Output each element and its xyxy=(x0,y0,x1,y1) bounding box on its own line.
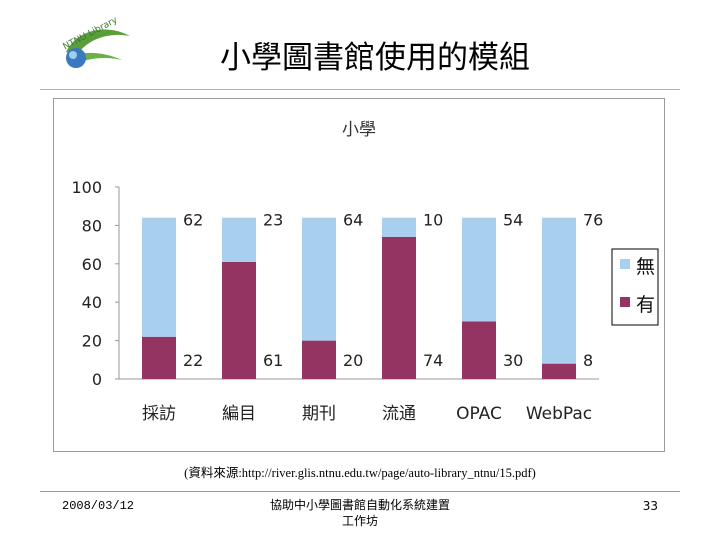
bar-have-1 xyxy=(142,336,176,379)
bar-none-6 xyxy=(542,217,576,364)
data-label-have: 30 xyxy=(503,351,523,370)
y-tick-label: 40 xyxy=(82,293,102,312)
data-label-none: 76 xyxy=(583,211,603,230)
legend-swatch xyxy=(620,259,630,269)
x-tick-label: 流通 xyxy=(382,404,416,424)
footer-divider xyxy=(40,491,680,492)
data-label-have: 61 xyxy=(263,351,283,370)
library-logo: NTNU Library xyxy=(62,15,130,68)
source-caption: (資料來源:http://river.glis.ntnu.edu.tw/page… xyxy=(184,466,536,480)
footer-center-line1: 協助中小學圖書館自動化系統建置 xyxy=(269,498,450,512)
bar-have-3 xyxy=(302,340,336,379)
x-tick-label: WebPac xyxy=(526,404,592,424)
title-divider xyxy=(40,89,680,90)
data-label-have: 8 xyxy=(583,351,593,370)
y-tick-label: 0 xyxy=(92,370,102,389)
legend-swatch xyxy=(620,297,630,307)
legend-label: 有 xyxy=(636,294,655,316)
y-tick-label: 80 xyxy=(82,216,102,235)
legend-label: 無 xyxy=(636,256,655,278)
stacked-bar-chart: 小學 0 20 40 60 80 100 62 22 採訪 23 61 編目 64 20 期刊 10 74 流通 54… xyxy=(71,120,659,424)
y-tick-label: 100 xyxy=(71,178,102,197)
legend-box xyxy=(611,248,659,326)
x-tick-label: OPAC xyxy=(456,404,502,424)
chart-frame: 小學 0 20 40 60 80 100 62 22 採訪 23 61 編目 64 20 期刊 10 74 流通 54… xyxy=(53,98,665,452)
chart-title: 小學 xyxy=(342,120,376,140)
bar-none-1 xyxy=(142,217,176,337)
data-label-have: 22 xyxy=(183,351,203,370)
data-label-none: 62 xyxy=(183,211,203,230)
bar-have-4 xyxy=(382,236,416,379)
bar-none-4 xyxy=(382,217,416,237)
bar-none-5 xyxy=(462,217,496,322)
data-label-none: 23 xyxy=(263,211,283,230)
logo-swoosh xyxy=(66,29,130,56)
footer-date: 2008/03/12 xyxy=(62,499,135,513)
y-tick-label: 60 xyxy=(82,255,102,274)
x-tick-label: 採訪 xyxy=(142,404,176,424)
x-tick-label: 編目 xyxy=(222,404,256,424)
data-label-have: 20 xyxy=(343,351,363,370)
bar-have-6 xyxy=(542,363,576,379)
data-label-none: 10 xyxy=(423,211,443,230)
y-tick-label: 20 xyxy=(82,332,102,351)
footer-center-line2: 工作坊 xyxy=(341,514,378,528)
footer-center-text: 協助中小學圖書館自動化系統建置 工作坊 xyxy=(220,497,500,529)
data-label-none: 64 xyxy=(343,211,363,230)
bar-none-2 xyxy=(222,217,256,262)
bar-none-3 xyxy=(302,217,336,341)
data-label-have: 74 xyxy=(423,351,443,370)
page-number: 33 xyxy=(642,499,658,513)
slide-title: 小學圖書館使用的模組 xyxy=(220,40,530,76)
bar-have-2 xyxy=(222,261,256,379)
x-tick-label: 期刊 xyxy=(302,404,336,424)
logo-globe xyxy=(66,48,86,68)
data-label-none: 54 xyxy=(503,211,523,230)
bar-have-5 xyxy=(462,321,496,379)
